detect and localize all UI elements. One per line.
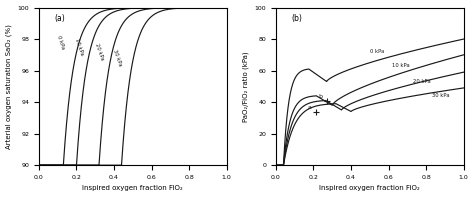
Text: b: b bbox=[318, 94, 322, 99]
X-axis label: Inspired oxygen fraction FiO₂: Inspired oxygen fraction FiO₂ bbox=[82, 185, 183, 191]
Text: (b): (b) bbox=[291, 14, 302, 23]
Text: 10 kPa: 10 kPa bbox=[392, 63, 410, 68]
Text: 0 kPa: 0 kPa bbox=[56, 35, 65, 50]
Text: 20 kPa: 20 kPa bbox=[94, 43, 104, 61]
Text: (a): (a) bbox=[54, 14, 65, 23]
Text: 30 kPa: 30 kPa bbox=[432, 93, 449, 98]
Text: a: a bbox=[308, 105, 311, 110]
Text: 0 kPa: 0 kPa bbox=[370, 49, 384, 54]
Text: 10 kPa: 10 kPa bbox=[74, 38, 84, 56]
Y-axis label: Arterial oxygen saturation SaO₂ (%): Arterial oxygen saturation SaO₂ (%) bbox=[6, 24, 12, 149]
Text: 30 kPa: 30 kPa bbox=[112, 49, 123, 67]
X-axis label: Inspired oxygen fraction FiO₂: Inspired oxygen fraction FiO₂ bbox=[319, 185, 420, 191]
Y-axis label: PaO₂/FiO₂ ratio (kPa): PaO₂/FiO₂ ratio (kPa) bbox=[243, 51, 249, 122]
Text: 20 kPa: 20 kPa bbox=[413, 79, 430, 84]
